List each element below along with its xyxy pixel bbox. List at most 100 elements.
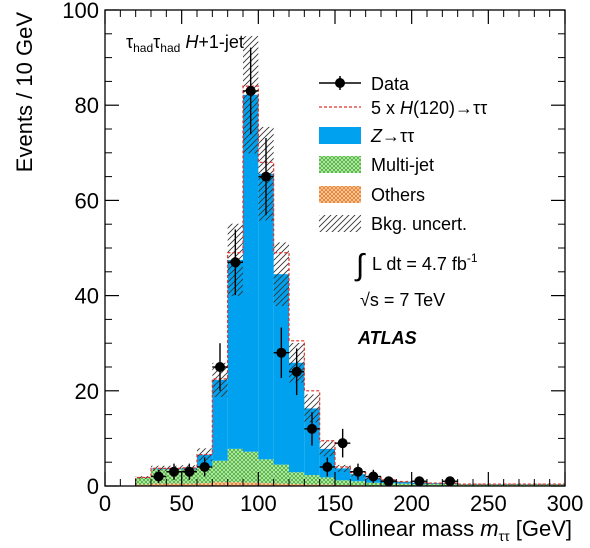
legend-others-label: Others: [371, 185, 425, 205]
x-tick-label: 0: [99, 491, 111, 516]
bar-multi-jet: [243, 451, 259, 483]
experiment-label: ATLAS: [357, 328, 417, 348]
data-point: [199, 461, 210, 472]
x-tick-label: 150: [317, 491, 354, 516]
y-axis-title: Events / 10 GeV: [12, 12, 37, 173]
data-point: [322, 461, 333, 472]
bar-others: [243, 482, 259, 486]
bar-z-: [396, 481, 412, 484]
data-point: [445, 476, 455, 487]
data-point: [245, 85, 256, 96]
bar-others: [135, 484, 151, 486]
bar-multi-jet: [457, 484, 473, 486]
channel-h: H: [180, 32, 199, 52]
bar-z-: [212, 379, 228, 461]
x-tick-label: 250: [470, 491, 507, 516]
uncert-band: [396, 480, 412, 483]
signal-line: [135, 85, 565, 486]
x-tick-label: 200: [393, 491, 430, 516]
y-tick-label: 40: [75, 284, 99, 309]
bar-multi-jet: [549, 484, 565, 486]
x-axis-title: Collinear mass mττ [GeV]: [329, 516, 572, 544]
channel-label: τhadτhad H+1-jet: [126, 32, 244, 55]
bar-multi-jet: [335, 480, 351, 486]
bar-multi-jet: [227, 448, 243, 483]
x-tick-label: 50: [169, 491, 193, 516]
legend-data: Data: [319, 74, 410, 94]
bar-others: [166, 483, 182, 486]
uncert-band: [273, 242, 289, 306]
legend-ztautau: Z→ττ: [319, 126, 414, 146]
bar-others: [227, 482, 243, 486]
bar-others: [319, 484, 335, 486]
uncert-band: [549, 483, 565, 485]
legend-uncert-label: Bkg. uncert.: [371, 214, 467, 234]
bar-multi-jet: [273, 464, 289, 484]
data-point: [307, 423, 317, 434]
bar-z-: [258, 173, 274, 460]
y-tick-label: 80: [75, 93, 99, 118]
data-point: [230, 257, 241, 268]
data-point: [153, 471, 164, 482]
legend-others: Others: [319, 185, 425, 205]
channel-jet: +1-jet: [198, 32, 244, 52]
y-tick-label: 100: [62, 0, 99, 23]
bar-multi-jet: [289, 472, 305, 485]
lumi-label: L dt = 4.7 fb-1: [372, 251, 478, 274]
data-point: [291, 366, 302, 377]
data-point: [261, 171, 271, 182]
bar-z-: [289, 362, 305, 473]
bar-z-: [243, 94, 259, 452]
uncert-band: [335, 464, 351, 472]
uncert-band: [319, 441, 335, 457]
plot-frame: [104, 9, 566, 487]
data-point: [368, 471, 379, 482]
uncert-band: [304, 394, 320, 423]
legend-signal-label: 5 x H(120)→ττ: [371, 98, 487, 118]
bar-multi-jet: [212, 460, 228, 483]
bar-others: [258, 483, 274, 486]
bar-multi-jet: [365, 482, 381, 486]
bar-multi-jet: [427, 484, 443, 486]
y-tick-label: 60: [75, 188, 99, 213]
bar-z-: [335, 468, 351, 481]
bar-others: [273, 483, 289, 486]
x-tick-label: 300: [547, 491, 584, 516]
bar-multi-jet: [396, 483, 412, 486]
channel-had-2: had: [160, 41, 180, 55]
bar-multi-jet: [258, 459, 274, 484]
bar-multi-jet: [503, 484, 519, 486]
bar-multi-jet: [519, 484, 535, 486]
bar-multi-jet: [135, 477, 151, 485]
legend-signal: 5 x H(120)→ττ: [319, 98, 487, 118]
data-point: [169, 466, 179, 477]
uncert-band: [534, 483, 550, 485]
bar-multi-jet: [473, 484, 489, 486]
data-point: [184, 466, 195, 477]
channel-tau-2: τ: [153, 32, 160, 52]
bar-multi-jet: [488, 484, 504, 486]
data-point: [215, 362, 225, 372]
bar-multi-jet: [319, 477, 335, 485]
bar-multi-jet: [304, 475, 320, 485]
legend-uncert: Bkg. uncert.: [319, 214, 467, 234]
legend-z-label: Z→ττ: [370, 126, 414, 146]
legend: Data 5 x H(120)→ττ Z→ττ Multi-jet Others…: [319, 74, 487, 234]
bar-multi-jet: [534, 484, 550, 486]
legend-multijet-label: Multi-jet: [371, 155, 434, 175]
bar-others: [197, 483, 213, 486]
uncert-band: [503, 483, 519, 485]
bar-others: [181, 483, 197, 486]
bar-others: [151, 483, 167, 486]
uncert-band: [519, 483, 535, 485]
lumi-integral: ∫: [354, 249, 366, 282]
uncert-band: [488, 483, 504, 485]
energy-label: √s = 7 TeV: [360, 290, 445, 310]
data-point: [276, 347, 287, 358]
legend-data-label: Data: [371, 74, 410, 94]
y-tick-label: 20: [75, 379, 99, 404]
data-point: [337, 438, 348, 449]
channel-tau-1: τ: [126, 32, 133, 52]
bar-others: [289, 484, 305, 486]
